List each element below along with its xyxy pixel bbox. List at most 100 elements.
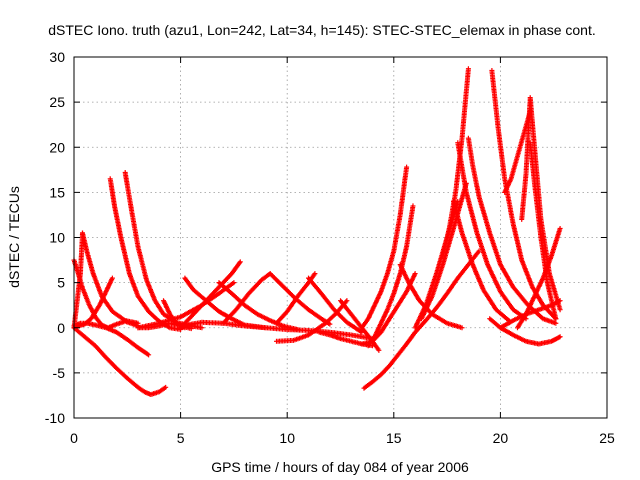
data-point-segment (220, 308, 238, 326)
data-point-segment (323, 311, 338, 326)
y-tick-label: -10 (45, 410, 65, 426)
series-2 (71, 325, 169, 397)
data-point-segment (254, 311, 272, 323)
series-25 (365, 203, 416, 349)
data-point (135, 320, 141, 326)
x-tick-label: 5 (177, 430, 185, 446)
data-point-segment (126, 271, 140, 298)
data-point-segment (348, 311, 364, 329)
data-point-segment (199, 319, 225, 326)
data-point-segment (267, 271, 285, 288)
data-point-segment (242, 302, 259, 316)
data-point-segment (480, 287, 498, 311)
data-point-segment (497, 318, 515, 331)
data-point (188, 326, 194, 332)
data-point-segment (280, 283, 298, 301)
y-axis-label: dSTEC / TECUs (6, 186, 22, 288)
data-point (557, 307, 563, 313)
data-point-segment (203, 298, 221, 313)
data-point-segment (515, 132, 526, 159)
data-point-segment (440, 227, 452, 258)
data-point-segment (470, 162, 482, 198)
data-point-segment (365, 304, 377, 322)
data-point (231, 280, 237, 286)
data-point-segment (178, 312, 195, 331)
data-point-segment (502, 177, 513, 195)
data-point-segment (378, 272, 390, 295)
data-point-segment (229, 316, 246, 327)
data-point-segment (395, 342, 409, 358)
x-tick-label: 20 (493, 430, 509, 446)
data-point-segment (429, 263, 445, 299)
data-point-segment (397, 166, 409, 218)
data-point-segment (88, 304, 102, 322)
data-point-segment (99, 293, 114, 313)
series-14 (182, 275, 269, 331)
y-tick-label: 30 (49, 49, 65, 65)
data-point-segment (440, 227, 456, 268)
data-point-segment (78, 230, 85, 275)
data-point-segment (549, 227, 563, 258)
data-point-segment (536, 339, 553, 347)
data-point-segment (510, 332, 528, 344)
data-point (557, 225, 563, 231)
data-point-segment (532, 180, 544, 239)
data-point-segment (485, 262, 503, 293)
data-point-segment (451, 198, 465, 234)
data-point-segment (291, 333, 310, 343)
y-tick-label: 0 (57, 320, 65, 336)
data-point (553, 316, 559, 322)
data-point-segment (540, 254, 554, 281)
data-point-segment (216, 280, 234, 295)
data-point-segment (404, 205, 416, 249)
series-33 (465, 135, 559, 326)
x-tick-label: 10 (279, 430, 295, 446)
data-point-segment (190, 299, 208, 317)
series-7 (107, 176, 184, 333)
data-point-segment (284, 294, 300, 314)
axes: 0 5 10 15 20 25 -10 -5 0 5 10 15 20 25 30 (45, 49, 615, 446)
data-point-segment (361, 380, 374, 391)
data-point-segment (318, 291, 336, 311)
data-point (327, 321, 333, 327)
data-point-segment (82, 317, 93, 327)
data-point-segment (370, 330, 383, 344)
data-point-segment (161, 298, 172, 316)
data-point-segment (444, 276, 460, 296)
chart-title: dSTEC Iono. truth (azu1, Lon=242, Lat=34… (48, 22, 595, 38)
data-point-segment (463, 189, 480, 234)
data-point-segment (114, 329, 129, 342)
x-tick-label: 0 (70, 430, 78, 446)
data-point-segment (295, 281, 311, 299)
data-point (557, 334, 563, 340)
data-point-segment (109, 309, 127, 323)
series-8 (122, 170, 205, 331)
data-point-segment (90, 271, 104, 298)
data-point-segment (233, 292, 251, 313)
y-tick-label: 20 (49, 139, 65, 155)
data-point-segment (344, 319, 364, 334)
data-point-segment (229, 260, 242, 277)
data-point-segment (103, 355, 119, 370)
data-point-segment (406, 280, 422, 302)
x-tick-label: 25 (599, 430, 615, 446)
data-point-segment (274, 310, 289, 326)
y-tick-label: 25 (49, 94, 65, 110)
data-point-segment (156, 385, 167, 395)
data-point-segment (124, 375, 140, 389)
data-point-segment (523, 338, 540, 347)
data-point-segment (372, 290, 383, 308)
data-point-segment (497, 262, 515, 289)
data-point-segment (487, 230, 503, 266)
data-point-segment (84, 248, 96, 275)
data-point-segment (306, 307, 323, 321)
series-17 (267, 271, 333, 327)
data-point-segment (549, 334, 562, 344)
data-point-segment (419, 295, 434, 322)
data-point-segment (338, 298, 353, 316)
data-point-segment (135, 321, 161, 331)
data-point-segment (493, 307, 511, 322)
data-point-segment (378, 308, 390, 326)
x-axis-label: GPS time / hours of day 084 of year 2006 (211, 459, 469, 475)
series-30 (440, 66, 471, 258)
